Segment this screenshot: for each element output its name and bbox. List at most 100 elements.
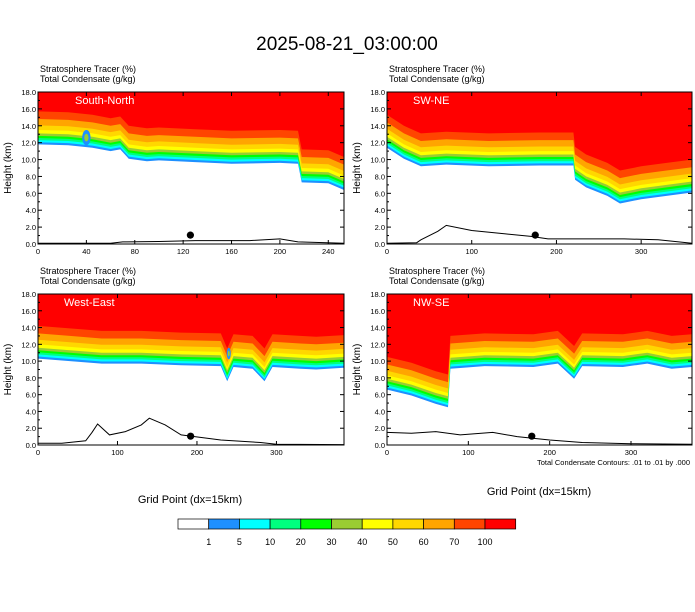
plot-area bbox=[38, 92, 344, 244]
location-marker bbox=[187, 432, 195, 440]
colorbar-swatch bbox=[331, 518, 363, 530]
x-tick-label: 160 bbox=[225, 247, 238, 256]
y-tick-label: 8.0 bbox=[375, 374, 385, 383]
y-axis-label: Height (km) bbox=[352, 344, 363, 396]
panel-header-line: Stratosphere Tracer (%) bbox=[40, 64, 136, 74]
x-tick-label: 300 bbox=[625, 448, 638, 457]
panel-sw-ne: Stratosphere Tracer (%)Total Condensate … bbox=[352, 64, 693, 256]
colorbar-label: 20 bbox=[296, 537, 306, 547]
panel-header-line: Stratosphere Tracer (%) bbox=[389, 64, 485, 74]
y-tick-label: 12.0 bbox=[21, 139, 36, 148]
panel-header-line: Total Condensate (g/kg) bbox=[389, 74, 485, 84]
y-tick-label: 16.0 bbox=[370, 105, 385, 114]
y-tick-label: 12.0 bbox=[21, 340, 36, 349]
y-tick-label: 6.0 bbox=[375, 391, 385, 400]
x-tick-label: 120 bbox=[177, 247, 190, 256]
y-tick-label: 4.0 bbox=[26, 407, 36, 416]
tracer-band bbox=[38, 92, 344, 157]
y-tick-label: 0.0 bbox=[26, 441, 36, 450]
y-tick-label: 4.0 bbox=[375, 206, 385, 215]
y-tick-label: 2.0 bbox=[26, 424, 36, 433]
panel-label: SW-NE bbox=[413, 95, 449, 107]
x-tick-label: 0 bbox=[385, 448, 389, 457]
y-tick-label: 2.0 bbox=[26, 223, 36, 232]
panel-label: South-North bbox=[75, 95, 134, 107]
colorbar-label: 40 bbox=[357, 537, 367, 547]
location-marker bbox=[186, 231, 194, 239]
colorbar-swatch bbox=[423, 518, 455, 530]
y-tick-label: 8.0 bbox=[26, 172, 36, 181]
colorbar-label: 1 bbox=[206, 537, 211, 547]
y-tick-label: 18.0 bbox=[370, 290, 385, 299]
panel-header-line: Total Condensate (g/kg) bbox=[40, 276, 136, 286]
colorbar-label: 70 bbox=[449, 537, 459, 547]
y-tick-label: 0.0 bbox=[26, 240, 36, 249]
panels: Stratosphere Tracer (%)Total Condensate … bbox=[3, 64, 693, 457]
x-tick-label: 80 bbox=[131, 247, 139, 256]
x-tick-label: 0 bbox=[36, 247, 40, 256]
x-tick-label: 200 bbox=[550, 247, 563, 256]
y-tick-label: 14.0 bbox=[21, 324, 36, 333]
figure-title: 2025-08-21_03:00:00 bbox=[256, 34, 438, 55]
tracer-band bbox=[387, 92, 692, 171]
x-tick-label: 0 bbox=[36, 448, 40, 457]
x-tick-label: 300 bbox=[635, 247, 648, 256]
contour-note: Total Condensate Contours: .01 to .01 by… bbox=[537, 458, 690, 467]
colorbar-label: 30 bbox=[326, 537, 336, 547]
panel-header-line: Stratosphere Tracer (%) bbox=[389, 266, 485, 276]
colorbar: 1 5 10 20 30 40 50 60 70 100 bbox=[177, 518, 517, 547]
x-tick-label: 300 bbox=[270, 448, 283, 457]
colorbar-label: 10 bbox=[265, 537, 275, 547]
x-tick-label: 200 bbox=[274, 247, 287, 256]
y-axis-label: Height (km) bbox=[3, 142, 14, 194]
x-tick-label: 240 bbox=[322, 247, 335, 256]
tracer-band bbox=[387, 294, 692, 375]
y-tick-label: 10.0 bbox=[21, 357, 36, 366]
panel-south-north: Stratosphere Tracer (%)Total Condensate … bbox=[3, 64, 345, 256]
terrain-line bbox=[387, 224, 692, 244]
y-tick-label: 2.0 bbox=[375, 223, 385, 232]
y-tick-label: 6.0 bbox=[375, 189, 385, 198]
y-axis-label: Height (km) bbox=[3, 344, 14, 396]
y-tick-label: 8.0 bbox=[375, 172, 385, 181]
y-tick-label: 8.0 bbox=[26, 374, 36, 383]
x-tick-label: 0 bbox=[385, 247, 389, 256]
location-marker bbox=[531, 231, 539, 239]
panel-header-line: Total Condensate (g/kg) bbox=[389, 276, 485, 286]
colorbar-swatch bbox=[239, 518, 271, 530]
y-tick-label: 16.0 bbox=[21, 105, 36, 114]
x-tick-label: 200 bbox=[191, 448, 204, 457]
y-tick-label: 18.0 bbox=[370, 88, 385, 97]
y-tick-label: 4.0 bbox=[375, 407, 385, 416]
x-tick-label: 100 bbox=[465, 247, 478, 256]
y-tick-label: 4.0 bbox=[26, 206, 36, 215]
y-tick-label: 6.0 bbox=[26, 391, 36, 400]
x-tick-label: 40 bbox=[82, 247, 90, 256]
panel-west-east: Stratosphere Tracer (%)Total Condensate … bbox=[3, 266, 345, 457]
colorbar-swatch bbox=[177, 518, 210, 530]
y-tick-label: 12.0 bbox=[370, 139, 385, 148]
tracer-blob-core bbox=[227, 350, 230, 357]
y-tick-label: 6.0 bbox=[26, 189, 36, 198]
tracer-blob-core bbox=[84, 133, 89, 142]
colorbar-label: 5 bbox=[237, 537, 242, 547]
y-tick-label: 12.0 bbox=[370, 340, 385, 349]
colorbar-label: 50 bbox=[388, 537, 398, 547]
y-tick-label: 16.0 bbox=[370, 307, 385, 316]
y-tick-label: 0.0 bbox=[375, 240, 385, 249]
colorbar-swatch bbox=[300, 518, 332, 530]
x-tick-label: 200 bbox=[543, 448, 556, 457]
colorbar-swatch bbox=[208, 518, 240, 530]
colorbar-swatch bbox=[484, 518, 517, 530]
y-tick-label: 10.0 bbox=[370, 357, 385, 366]
y-tick-label: 10.0 bbox=[370, 156, 385, 165]
x-tick-label: 100 bbox=[111, 448, 124, 457]
panel-header-line: Stratosphere Tracer (%) bbox=[40, 266, 136, 276]
colorbar-swatch bbox=[361, 518, 394, 530]
x-axis-label-right: Grid Point (dx=15km) bbox=[487, 486, 591, 498]
y-tick-label: 16.0 bbox=[21, 307, 36, 316]
terrain-line bbox=[38, 417, 344, 445]
plot-area bbox=[38, 294, 344, 445]
panel-nw-se: Stratosphere Tracer (%)Total Condensate … bbox=[352, 266, 693, 457]
